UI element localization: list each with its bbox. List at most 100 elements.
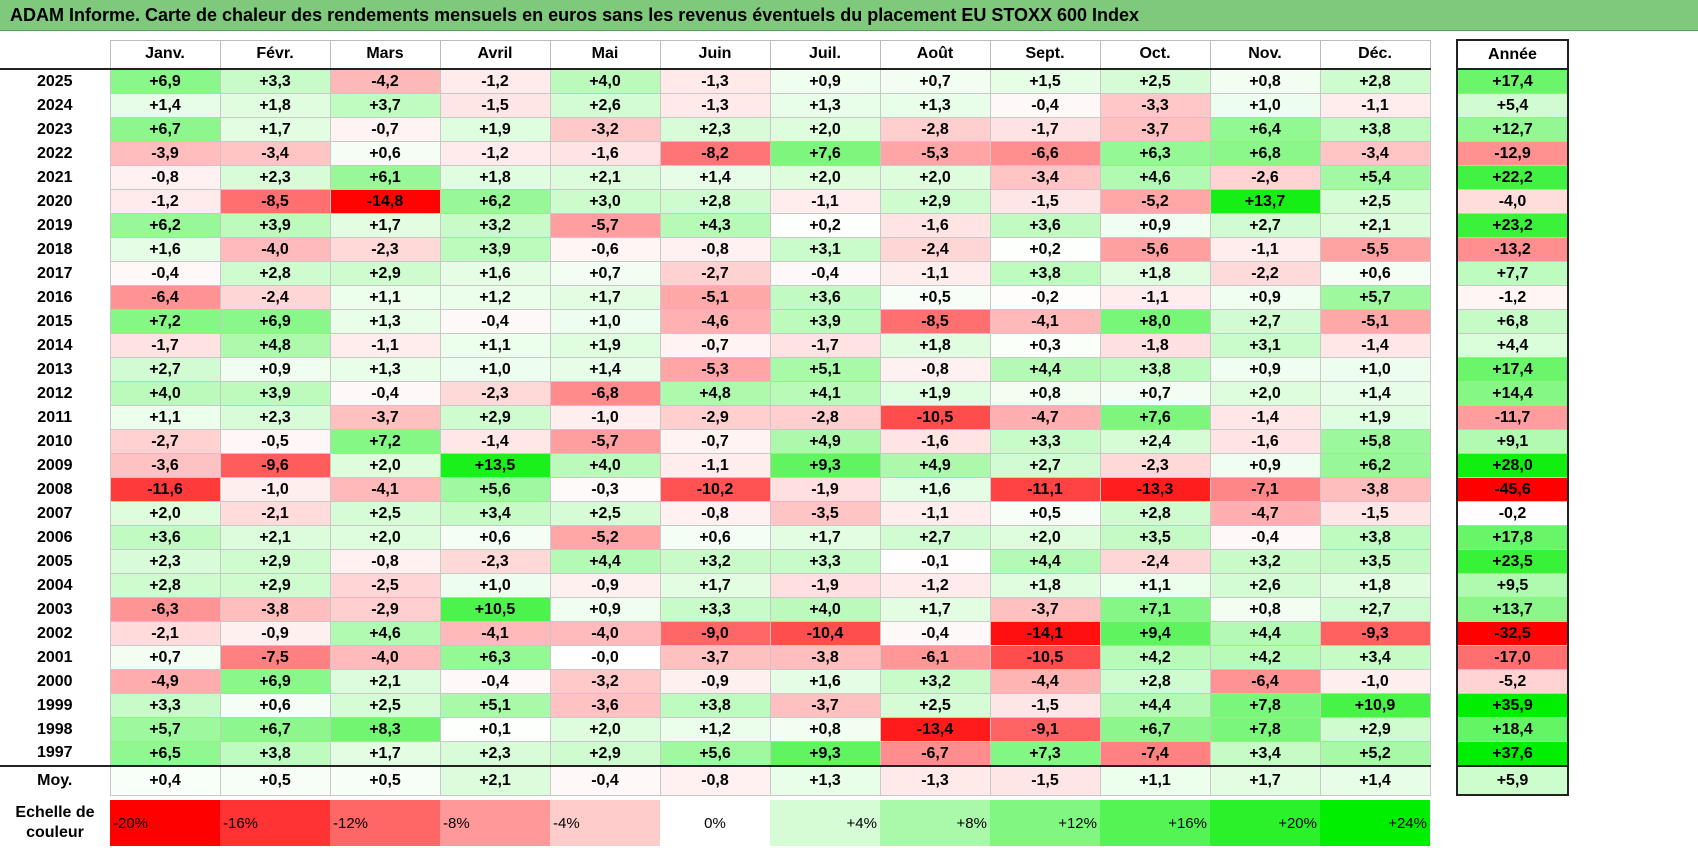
heat-cell: +5,7 — [109, 717, 221, 742]
column-gap — [1430, 117, 1457, 142]
heat-cell: +6,7 — [219, 717, 331, 742]
heat-cell: +9,3 — [769, 453, 881, 478]
heat-cell: -2,5 — [329, 573, 441, 598]
heat-cell: -9,3 — [1319, 621, 1431, 646]
heat-cell: +0,9 — [1209, 285, 1321, 310]
column-gap — [1430, 189, 1457, 214]
heat-cell: +2,0 — [549, 717, 661, 742]
heat-cell: -8,5 — [219, 189, 331, 214]
column-gap — [1430, 717, 1457, 742]
heat-cell: +3,8 — [1319, 525, 1431, 550]
heat-cell: -1,0 — [549, 405, 661, 430]
heat-cell: +2,3 — [109, 549, 221, 574]
heat-cell: +3,2 — [659, 549, 771, 574]
year-label: 2001 — [0, 645, 110, 670]
heat-cell: +2,0 — [989, 525, 1101, 550]
heat-cell: -0,7 — [329, 117, 441, 142]
heat-cell: +2,1 — [1319, 213, 1431, 238]
heat-cell: -6,8 — [549, 381, 661, 406]
heat-cell: +2,0 — [769, 117, 881, 142]
heat-cell: +10,9 — [1319, 693, 1431, 718]
scale-swatch: +12% — [990, 800, 1100, 846]
heat-cell: -2,7 — [659, 261, 771, 286]
heat-cell: +1,3 — [329, 357, 441, 382]
heat-cell: -4,4 — [989, 669, 1101, 694]
annual-cell: +37,6 — [1456, 741, 1569, 767]
heat-cell: -3,4 — [1319, 141, 1431, 166]
heat-cell: -5,1 — [659, 285, 771, 310]
heat-cell: -1,1 — [1319, 93, 1431, 118]
heat-cell: +3,2 — [439, 213, 551, 238]
heat-cell: +7,1 — [1099, 597, 1211, 622]
heat-cell: -5,2 — [549, 525, 661, 550]
column-gap — [1430, 93, 1457, 118]
heat-cell: -3,8 — [219, 597, 331, 622]
column-gap — [1430, 766, 1457, 795]
heat-cell: +6,4 — [1209, 117, 1321, 142]
heat-cell: -1,2 — [109, 189, 221, 214]
heat-cell: -1,2 — [879, 573, 991, 598]
heat-cell: -2,9 — [329, 597, 441, 622]
heat-cell: -0,4 — [329, 381, 441, 406]
year-label: 2023 — [0, 117, 110, 142]
column-gap — [1430, 621, 1457, 646]
heat-cell: -10,4 — [769, 621, 881, 646]
annual-cell: -45,6 — [1456, 477, 1569, 502]
annual-cell: +22,2 — [1456, 165, 1569, 190]
annual-cell: +9,1 — [1456, 429, 1569, 454]
heat-cell: -7,5 — [219, 645, 331, 670]
heat-cell: -5,7 — [549, 213, 661, 238]
month-header: Nov. — [1209, 39, 1321, 70]
heat-cell: -1,1 — [659, 453, 771, 478]
average-cell: -1,5 — [989, 765, 1101, 796]
heat-cell: +4,6 — [329, 621, 441, 646]
heat-cell: -11,6 — [109, 477, 221, 502]
heat-cell: +2,9 — [219, 549, 331, 574]
heat-cell: -4,9 — [109, 669, 221, 694]
heat-cell: -9,6 — [219, 453, 331, 478]
scale-swatch: +16% — [1100, 800, 1210, 846]
chart-title: ADAM Informe. Carte de chaleur des rende… — [0, 0, 1698, 31]
heat-cell: +13,7 — [1209, 189, 1321, 214]
annual-cell: +13,7 — [1456, 597, 1569, 622]
heat-cell: +0,8 — [769, 717, 881, 742]
heat-cell: -6,7 — [879, 741, 991, 767]
year-label: 2000 — [0, 669, 110, 694]
heat-cell: +2,5 — [329, 693, 441, 718]
heat-cell: -10,2 — [659, 477, 771, 502]
heat-cell: -2,1 — [109, 621, 221, 646]
column-gap — [1430, 381, 1457, 406]
heat-cell: -3,2 — [549, 669, 661, 694]
heat-cell: -0,8 — [659, 237, 771, 262]
heat-cell: +6,9 — [109, 68, 221, 94]
heat-cell: -2,6 — [1209, 165, 1321, 190]
year-row: 2018 +1,6 -4,0 -2,3 +3,9 -0,6 -0,8 +3,1 -2,4 +0,2… — [0, 237, 1569, 262]
heat-cell: +2,7 — [1209, 213, 1321, 238]
heat-cell: +3,8 — [219, 741, 331, 767]
heat-cell: +1,7 — [329, 741, 441, 767]
heat-cell: -3,7 — [659, 645, 771, 670]
annual-cell: +28,0 — [1456, 453, 1569, 478]
heat-cell: +3,4 — [1209, 741, 1321, 767]
heat-cell: -10,5 — [989, 645, 1101, 670]
month-header: Févr. — [219, 39, 331, 70]
heat-cell: -2,4 — [219, 285, 331, 310]
column-gap — [1430, 213, 1457, 238]
heat-cell: +2,8 — [1319, 68, 1431, 94]
column-gap — [1430, 40, 1457, 69]
heat-cell: -1,1 — [1099, 285, 1211, 310]
column-gap — [1430, 573, 1457, 598]
heat-cell: -3,6 — [549, 693, 661, 718]
heat-cell: +1,6 — [439, 261, 551, 286]
heat-cell: -1,5 — [989, 189, 1101, 214]
heat-cell: +5,6 — [439, 477, 551, 502]
year-label: 2013 — [0, 357, 110, 382]
annual-cell: +12,7 — [1456, 117, 1569, 142]
column-gap — [1430, 453, 1457, 478]
annual-cell: +23,5 — [1456, 549, 1569, 574]
heat-cell: +2,1 — [329, 669, 441, 694]
year-row: 1998 +5,7 +6,7 +8,3 +0,1 +2,0 +1,2 +0,8 -13,4 -9,… — [0, 717, 1569, 742]
heat-cell: +2,0 — [329, 453, 441, 478]
scale-swatch: +4% — [770, 800, 880, 846]
column-gap — [1430, 237, 1457, 262]
